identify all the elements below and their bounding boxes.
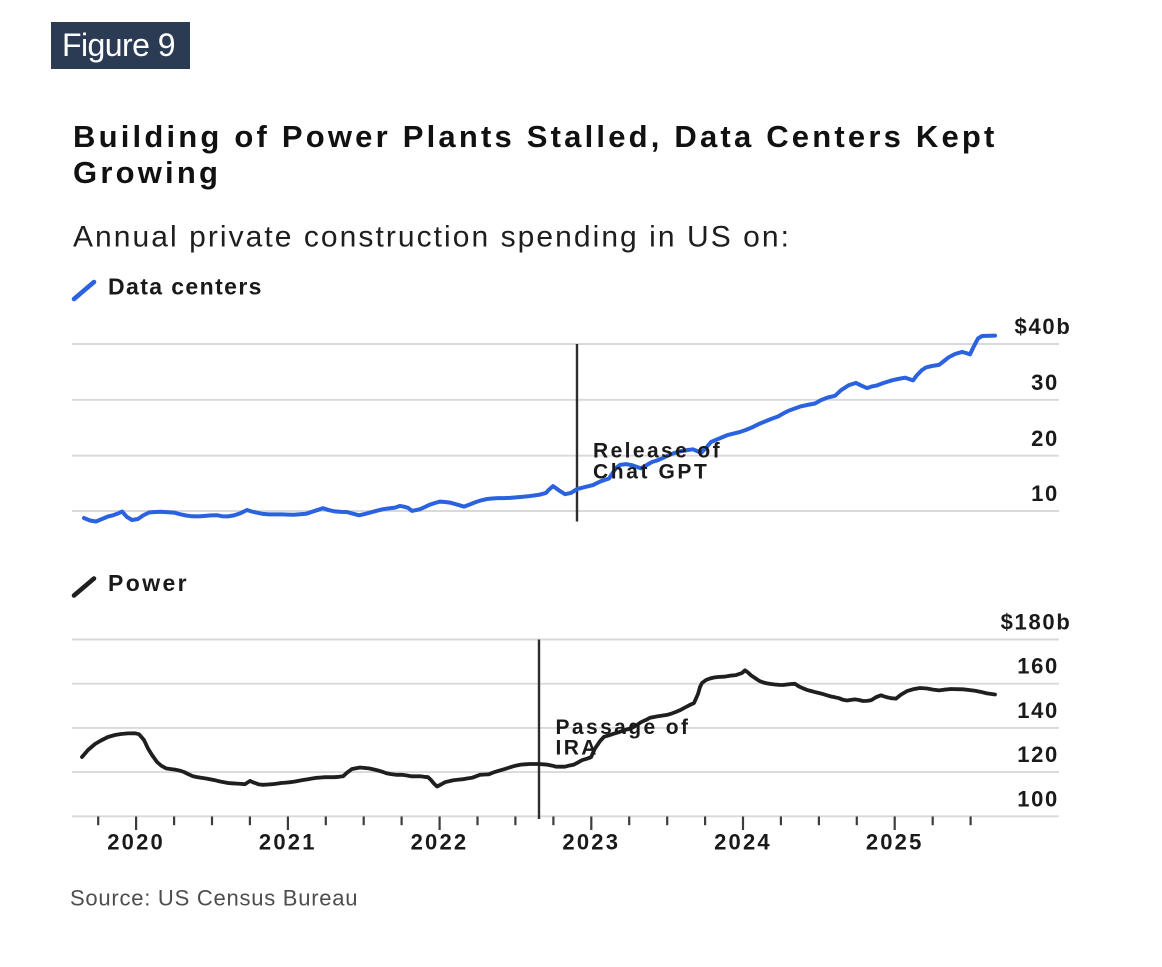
svg-text:IRA: IRA	[556, 737, 599, 760]
svg-text:Growing: Growing	[73, 155, 221, 190]
svg-text:10: 10	[1031, 481, 1059, 506]
svg-text:Power: Power	[108, 570, 189, 596]
svg-text:Chat GPT: Chat GPT	[593, 461, 709, 484]
svg-text:30: 30	[1031, 370, 1059, 395]
svg-text:160: 160	[1017, 654, 1059, 679]
svg-text:$180b: $180b	[1001, 610, 1072, 635]
svg-text:Figure 9: Figure 9	[62, 27, 175, 63]
svg-text:$40b: $40b	[1015, 314, 1072, 339]
svg-text:140: 140	[1017, 698, 1059, 723]
svg-text:Passage of: Passage of	[556, 716, 691, 739]
svg-text:2025: 2025	[866, 830, 924, 855]
svg-text:120: 120	[1017, 742, 1059, 767]
svg-text:2022: 2022	[411, 830, 469, 855]
svg-text:20: 20	[1031, 426, 1059, 451]
svg-text:2024: 2024	[714, 830, 772, 855]
svg-text:Building of Power Plants Stall: Building of Power Plants Stalled, Data C…	[73, 119, 998, 154]
svg-text:Annual private construction sp: Annual private construction spending in …	[73, 221, 791, 254]
svg-text:Data centers: Data centers	[108, 274, 263, 300]
svg-text:2021: 2021	[259, 830, 317, 855]
svg-text:Source: US Census Bureau: Source: US Census Bureau	[70, 886, 358, 911]
svg-text:2023: 2023	[562, 830, 620, 855]
svg-text:2020: 2020	[107, 830, 165, 855]
svg-text:Release of: Release of	[593, 440, 722, 463]
svg-text:100: 100	[1017, 786, 1059, 811]
